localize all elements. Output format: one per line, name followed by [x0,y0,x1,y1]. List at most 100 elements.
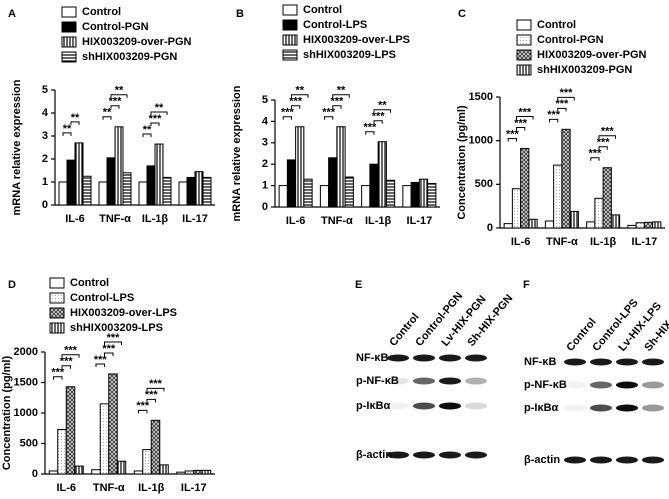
significance-label: *** [597,137,611,149]
bar [652,221,662,229]
bar [202,176,212,206]
panel-letter: E [355,279,362,291]
significance-label: *** [145,389,159,401]
y-tick-label: 500 [475,178,493,190]
significance-label: *** [51,367,65,379]
legend-label: Control [303,4,342,16]
legend-label: HIX003209-over-LPS [303,34,410,46]
legend-label: Control-PGN [537,34,604,46]
significance-label: *** [64,345,78,357]
bar [154,143,164,206]
significance-bracket [104,352,114,356]
blot-band [413,354,435,362]
significance-bracket [61,354,80,358]
legend-label: HIX003209-over-LPS [70,307,177,319]
x-tick-label: IL-17 [182,213,208,225]
legend-label: Control [537,19,576,31]
significance-label: *** [281,107,295,119]
legend-swatch [282,49,298,61]
blot-band [564,456,586,464]
significance-bracket [598,135,616,139]
significance-bracket [598,146,608,150]
bar [142,449,152,475]
y-tick-label: 4 [262,115,269,127]
significance-bracket [102,116,112,120]
legend-label: shHIX003209-LPS [70,322,163,334]
blot-band [465,451,487,459]
y-tick-label: 0 [32,468,38,480]
significance-label: ** [295,85,304,97]
bar [58,181,68,206]
significance-bracket [557,107,567,112]
legend-swatch [516,34,532,46]
significance-label: *** [555,98,569,110]
significance-label: *** [107,332,121,344]
y-tick-label: 500 [20,437,38,449]
bar [427,182,437,208]
bar [178,181,188,206]
significance-bracket [110,105,120,109]
bar [184,470,195,475]
bar [569,210,579,229]
significance-bracket [373,109,391,113]
blot-band [590,358,612,366]
significance-label: *** [547,109,561,121]
significance-bracket [516,116,534,120]
bar [146,165,156,206]
blot-band [439,377,461,385]
row-label: NF-κB [524,356,556,368]
significance-label: ** [71,112,80,124]
significance-label: *** [588,148,602,160]
y-tick-label: 2 [262,158,268,170]
x-tick-label: IL-6 [511,236,531,248]
y-axis-label: mRNA relative expression [231,85,243,221]
bar [610,214,621,229]
significance-bracket [61,365,71,369]
bar [586,221,596,229]
bar [295,126,305,208]
legend-swatch [49,277,65,289]
bar [303,178,313,208]
x-tick-label: TNF-α [321,215,353,227]
significance-bracket [332,94,350,98]
significance-label: *** [94,354,108,366]
x-tick-label: IL-1β [590,236,617,248]
bar [369,163,379,208]
blot-band [465,402,487,410]
x-tick-label: IL-17 [632,236,658,248]
significance-bracket [146,387,165,392]
bar [402,185,412,208]
significance-bracket [373,120,383,124]
blot-band [616,358,638,366]
legend-label: shHIX003209-LPS [303,49,396,61]
significance-label: *** [514,117,528,129]
bar [336,126,346,208]
significance-label: *** [372,111,386,123]
significance-label: ** [337,85,346,97]
significance-bracket [95,363,105,367]
blot-band [439,354,461,362]
blot-band [413,377,435,385]
significance-bracket [146,398,156,403]
significance-label: *** [330,96,344,108]
panel-letter: B [236,8,244,20]
bar [186,176,196,206]
y-axis-label: Concentration (pg/ml) [1,356,13,471]
bar [159,464,169,475]
bar [176,471,186,475]
bar [319,185,330,208]
blot-band [616,381,638,389]
significance-bracket [282,116,292,120]
y-tick-label: 1500 [14,376,38,388]
significance-label: *** [560,87,574,99]
legend-swatch [61,6,77,18]
bar [48,470,59,475]
blot-band [642,404,664,412]
panel-letter: D [8,279,16,291]
y-axis-label: Concentration (pg/ml) [456,105,468,220]
bar [643,221,654,229]
bar [520,148,530,229]
x-tick-label: IL-1β [142,213,169,225]
blot-band [465,354,487,362]
